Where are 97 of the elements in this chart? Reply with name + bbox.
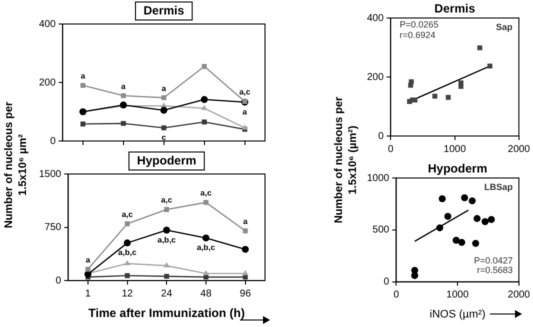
point	[161, 125, 166, 130]
annotation: a,c	[122, 210, 134, 219]
point	[446, 94, 451, 100]
annotation: a,b,c	[158, 235, 176, 244]
y-tick-label: 0	[378, 130, 384, 142]
y-tick-label: 0	[50, 136, 56, 147]
point	[164, 274, 170, 279]
chart-title: Hypoderm	[428, 161, 488, 176]
x-tick-label: 1	[85, 288, 92, 300]
point	[204, 274, 208, 280]
x-tick-label: 1000	[444, 144, 466, 155]
annotation: a,c	[161, 196, 173, 205]
y-tick-label: 1000	[366, 172, 390, 184]
annotation: P=0.0265	[400, 20, 438, 30]
point	[202, 64, 207, 69]
point	[164, 207, 170, 212]
annotation: r=0.6924	[400, 30, 436, 40]
point	[161, 95, 166, 100]
annotation: a,c	[239, 88, 251, 97]
point	[472, 240, 480, 247]
annotation: P=0.0427	[474, 256, 513, 266]
point	[468, 197, 476, 204]
point	[80, 122, 86, 127]
point	[202, 270, 210, 276]
annotation: Sap	[496, 22, 513, 32]
point	[242, 124, 248, 130]
point	[411, 266, 418, 274]
y-tick-label: 500	[372, 224, 390, 236]
point	[458, 238, 466, 246]
y-tick-label: 400	[366, 12, 384, 24]
point	[80, 82, 86, 88]
point	[242, 246, 249, 253]
annotation: a	[243, 217, 248, 226]
x-tick-label: 2000	[508, 290, 530, 301]
x-tick-label: 1000	[446, 290, 470, 301]
point	[163, 226, 170, 234]
point	[164, 262, 170, 268]
annotation: a	[86, 255, 91, 264]
point	[438, 195, 446, 202]
point	[201, 104, 208, 110]
annotation: c	[162, 133, 167, 142]
point	[124, 239, 131, 246]
x-tick-label: 0	[393, 290, 400, 301]
point	[160, 106, 168, 114]
point	[482, 218, 489, 226]
chart-title: Dermis	[434, 1, 476, 16]
point	[202, 234, 210, 242]
annotation: a,b,c	[118, 248, 137, 258]
y-tick-label: 750	[44, 222, 62, 234]
annotation: LBSap	[484, 182, 514, 192]
x-tick-label: 24	[161, 288, 173, 300]
y-tick-label: 0	[384, 276, 390, 288]
point	[85, 266, 90, 272]
y-tick-label: 0	[56, 275, 62, 286]
y-axis-title: Number of nucleous per 1.5x10⁶ (µm²)	[332, 96, 360, 226]
point	[124, 260, 130, 266]
x-tick-label: 2000	[508, 144, 530, 155]
point	[436, 224, 444, 232]
point	[408, 79, 414, 84]
point	[124, 273, 130, 278]
y-tick-label: 400	[38, 18, 56, 30]
point	[242, 274, 248, 280]
x-tick-label: 12	[122, 288, 134, 300]
point	[84, 270, 92, 278]
point	[477, 45, 482, 50]
annotation: a	[242, 107, 248, 116]
point	[242, 270, 248, 276]
point	[452, 236, 460, 244]
chart-title: Dermis	[144, 3, 185, 18]
point	[488, 216, 495, 224]
point	[200, 96, 208, 103]
point	[120, 120, 126, 126]
y-axis-title: Number of nucleous per 1.5x10⁶ µm²	[2, 100, 30, 230]
point	[204, 200, 208, 205]
annotation: a	[121, 82, 126, 91]
x-tick-label: 48	[200, 288, 212, 300]
point	[487, 64, 492, 69]
annotation: a,b,c	[196, 243, 216, 252]
point	[474, 214, 481, 222]
annotation: a,c	[200, 188, 212, 198]
point	[461, 194, 468, 202]
point	[458, 80, 464, 86]
point	[444, 212, 452, 220]
y-tick-label: 1500	[38, 168, 62, 180]
annotation: a	[80, 72, 86, 81]
x-axis-title: Time after Immunization (h)	[88, 306, 245, 320]
point	[432, 94, 438, 99]
chart-title: Hypoderm	[136, 153, 196, 168]
x-axis-title: iNOS (µm²)	[430, 308, 486, 320]
y-tick-label: 200	[38, 77, 56, 88]
point	[242, 228, 248, 234]
point	[202, 120, 207, 124]
annotation: a	[162, 84, 167, 93]
point	[120, 93, 126, 98]
y-tick-label: 200	[366, 72, 384, 83]
annotation: r=0.5683	[476, 264, 513, 275]
x-tick-label: 96	[240, 288, 252, 300]
